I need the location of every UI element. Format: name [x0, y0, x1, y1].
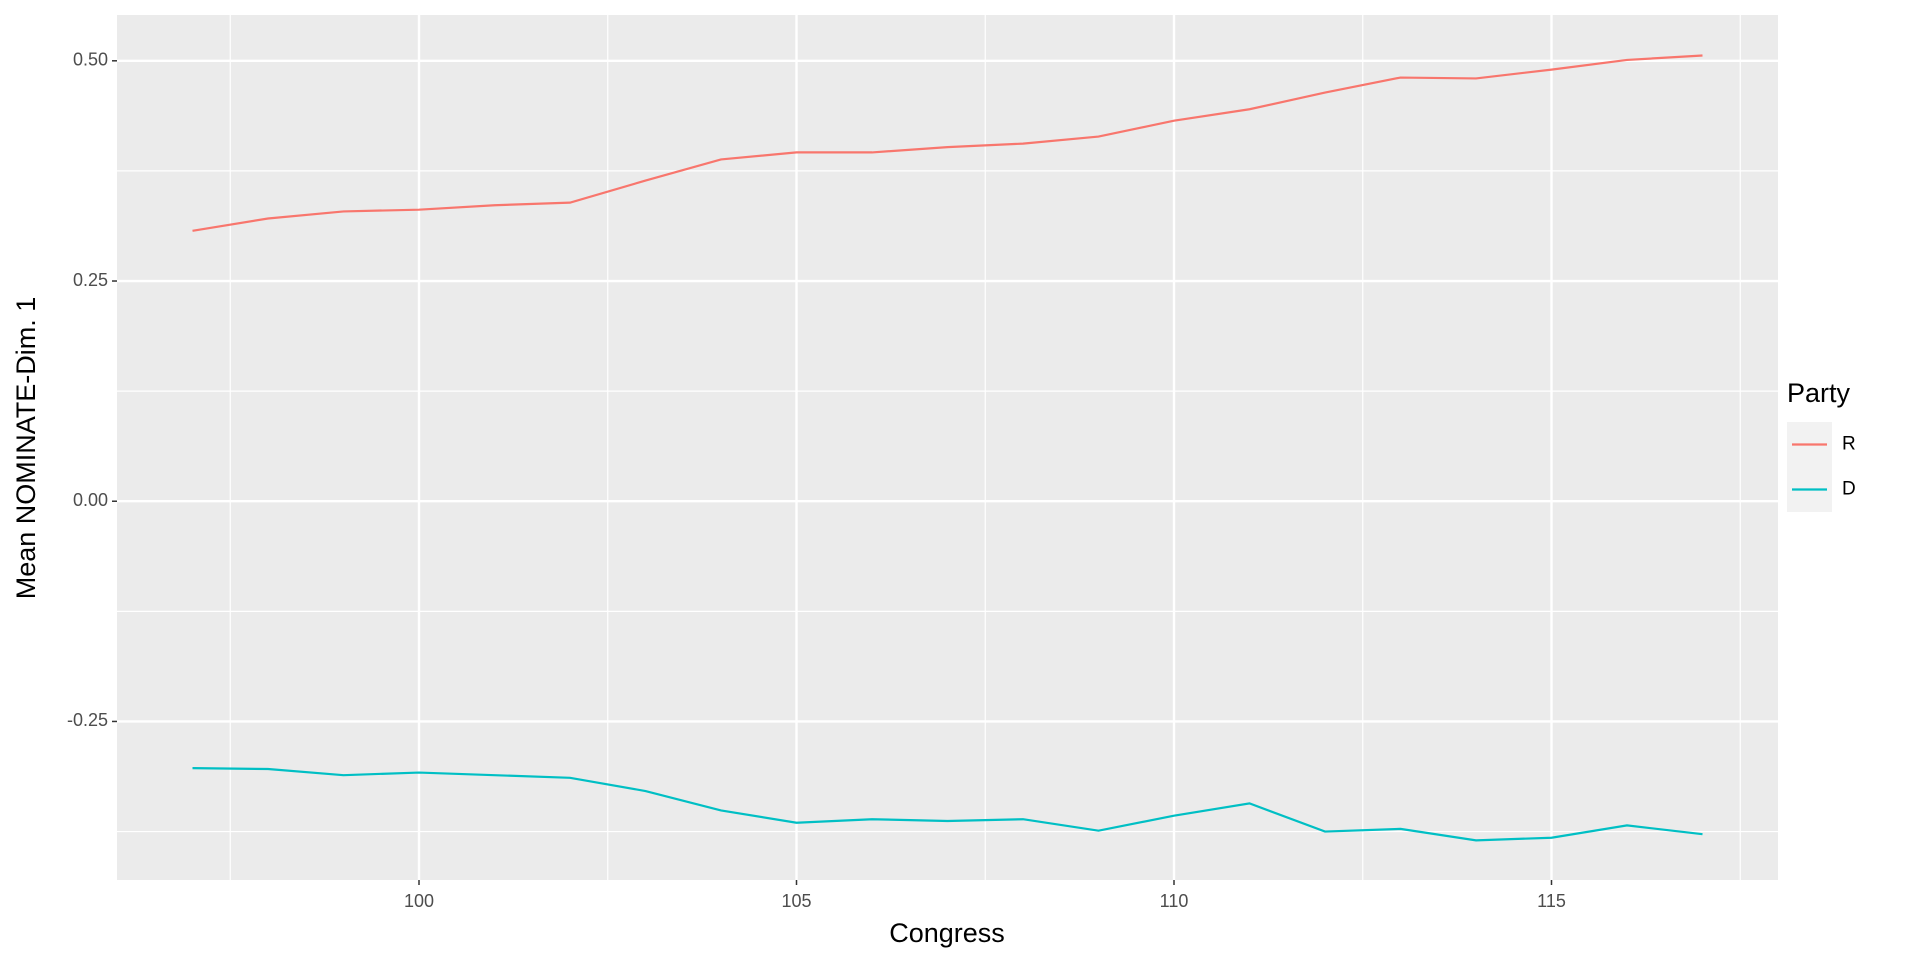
legend-label: R — [1842, 434, 1856, 455]
legend-label: D — [1842, 479, 1856, 500]
y-tick-label: 0.00 — [73, 490, 108, 510]
y-tick-label: 0.25 — [73, 270, 108, 290]
legend-keys-background — [1787, 422, 1832, 512]
legend-title: Party — [1787, 378, 1851, 408]
y-tick-label: 0.50 — [73, 50, 108, 70]
y-tick-label: -0.25 — [67, 710, 108, 730]
x-tick-label: 110 — [1160, 891, 1189, 911]
x-axis-title: Congress — [889, 918, 1005, 948]
x-tick-label: 105 — [781, 891, 811, 911]
series-line — [192, 767, 1703, 842]
panel — [117, 15, 1778, 880]
x-tick-label: 115 — [1537, 891, 1566, 911]
x-tick-label: 100 — [404, 891, 434, 911]
y-axis-title: Mean NOMINATE-Dim. 1 — [11, 297, 41, 600]
series-line — [192, 54, 1703, 232]
